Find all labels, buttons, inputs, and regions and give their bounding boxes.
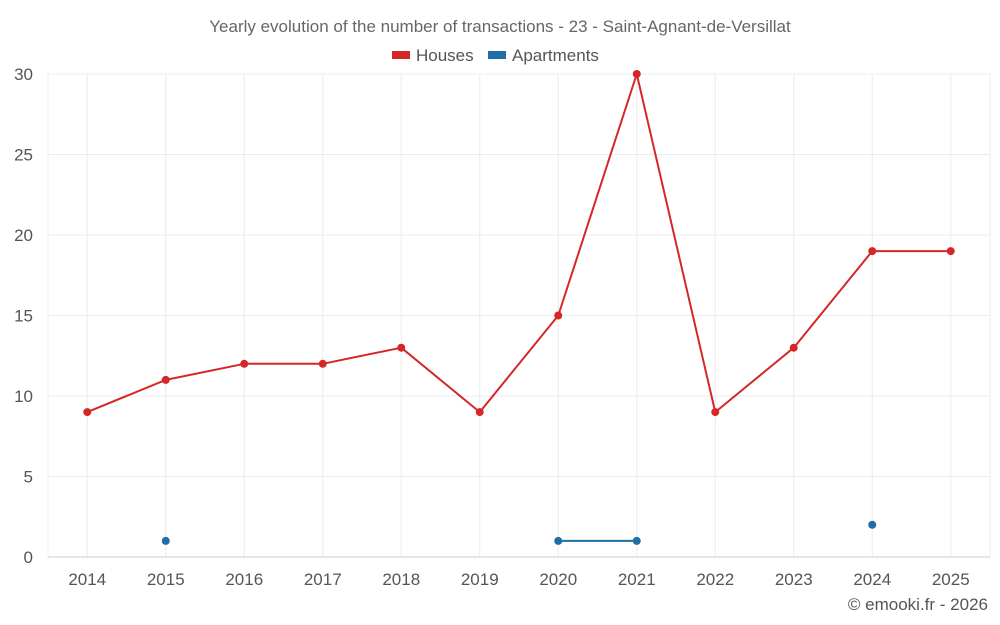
y-tick-label: 5 (24, 468, 33, 487)
grid (47, 73, 991, 558)
series-line-segment (478, 314, 560, 414)
x-tick-label: 2015 (147, 570, 185, 589)
x-tick-label: 2018 (382, 570, 420, 589)
y-axis: 0 5 10 15 20 25 30 (14, 65, 33, 567)
x-tick-label: 2016 (225, 570, 263, 589)
data-point[interactable] (161, 536, 170, 545)
credit-text: © emooki.fr - 2026 (848, 595, 988, 614)
x-tick-label: 2023 (775, 570, 813, 589)
x-tick-label: 2024 (853, 570, 891, 589)
series-line-segment (164, 362, 246, 381)
y-tick-label: 0 (24, 548, 33, 567)
legend-label-apartments[interactable]: Apartments (512, 46, 599, 65)
series-line-segment (557, 73, 638, 317)
legend: Houses Apartments (392, 46, 599, 65)
x-tick-label: 2022 (696, 570, 734, 589)
data-point[interactable] (554, 311, 563, 320)
x-tick-label: 2025 (932, 570, 970, 589)
y-tick-label: 20 (14, 226, 33, 245)
data-point[interactable] (632, 70, 641, 78)
data-point[interactable] (240, 359, 249, 368)
data-point[interactable] (475, 408, 484, 417)
data-point[interactable] (868, 247, 877, 256)
data-point[interactable] (868, 520, 877, 529)
x-tick-label: 2020 (539, 570, 577, 589)
series-line-segment (400, 346, 481, 414)
data-point[interactable] (789, 343, 798, 352)
x-tick-label: 2019 (461, 570, 499, 589)
data-point[interactable] (161, 375, 170, 384)
series-line-segment (635, 73, 717, 414)
y-tick-label: 15 (14, 307, 33, 326)
series-line-segment (321, 346, 403, 365)
data-point[interactable] (554, 536, 563, 545)
data-point[interactable] (318, 359, 327, 368)
data-point[interactable] (711, 408, 720, 417)
series-line-segment (714, 346, 795, 414)
legend-swatch-apartments[interactable] (488, 51, 506, 59)
legend-swatch-houses[interactable] (392, 51, 410, 59)
y-tick-label: 25 (14, 146, 33, 165)
series-line-segment (86, 378, 167, 414)
x-axis: 2014 2015 2016 2017 2018 2019 2020 2021 2022 2023… (68, 570, 969, 589)
series-apartments (161, 520, 877, 545)
x-tick-label: 2021 (618, 570, 656, 589)
x-tick-label: 2014 (68, 570, 106, 589)
data-point[interactable] (946, 247, 955, 256)
series-houses (83, 70, 955, 417)
series-line-segment (792, 250, 874, 349)
chart-title: Yearly evolution of the number of transa… (209, 17, 791, 36)
x-tick-label: 2017 (304, 570, 342, 589)
data-point[interactable] (83, 408, 92, 417)
y-tick-label: 30 (14, 65, 33, 84)
y-tick-label: 10 (14, 387, 33, 406)
series-layer (83, 70, 955, 545)
data-point[interactable] (632, 536, 641, 545)
data-point[interactable] (397, 343, 406, 352)
legend-label-houses[interactable]: Houses (416, 46, 474, 65)
